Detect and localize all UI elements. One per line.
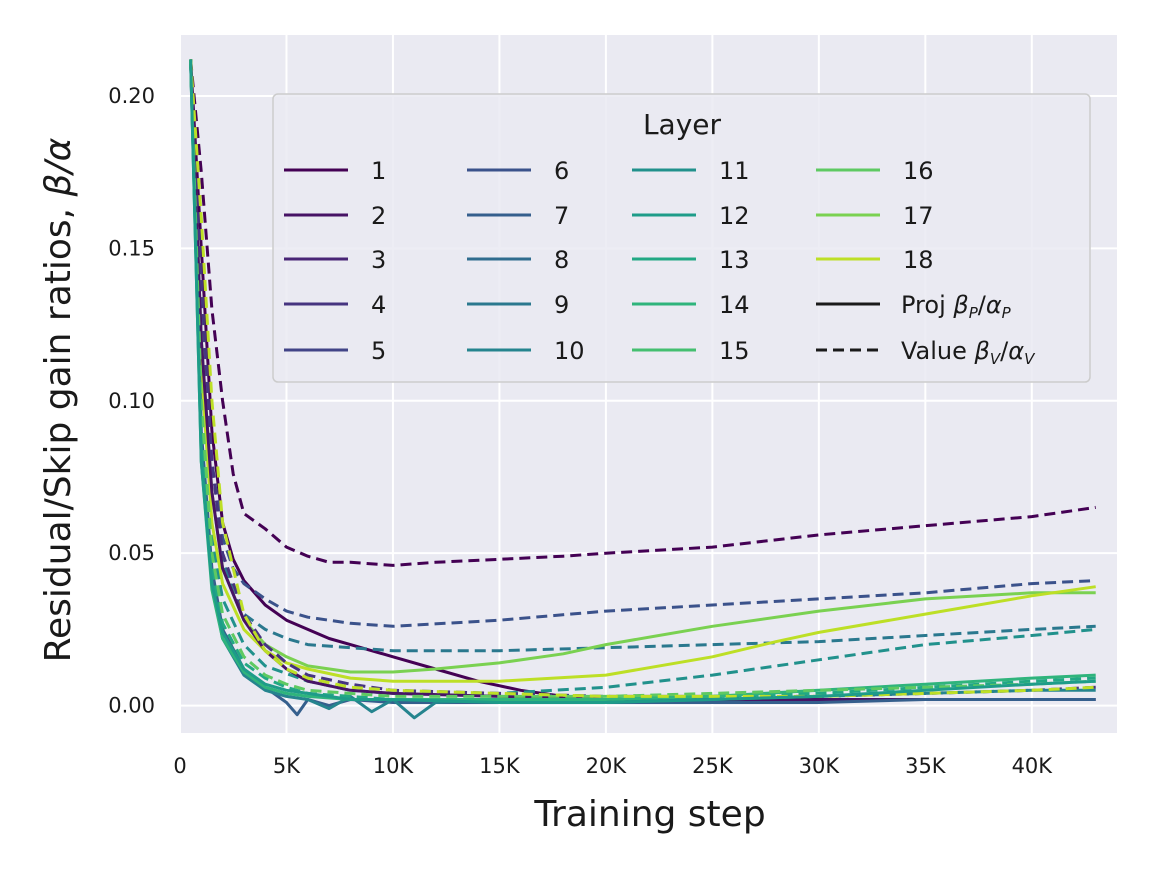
legend-title: Layer [643, 108, 722, 141]
series-line-layer-16-value [189, 59, 1096, 698]
legend-label-layer-8: 8 [554, 246, 569, 274]
y-tick-label: 0.10 [108, 389, 155, 413]
legend-label-layer-13: 13 [719, 246, 750, 274]
legend-entry-value: Value βV/αV [816, 337, 1036, 368]
y-tick-label: 0.15 [108, 236, 155, 260]
x-axis-title: Training step [533, 794, 765, 835]
series-lines [189, 59, 1096, 720]
x-tick-label: 15K [479, 754, 521, 778]
x-tick-label: 35K [905, 754, 947, 778]
legend-value-sub2: V [1024, 350, 1036, 368]
legend-value-slash: / [1000, 337, 1009, 365]
x-tick-label: 0 [173, 754, 186, 778]
legend-label-layer-18: 18 [903, 246, 934, 274]
legend-label-layer-7: 7 [554, 202, 569, 230]
series-line-layer-9-value [189, 59, 1096, 653]
legend-label-layer-1: 1 [371, 157, 386, 185]
legend-label-layer-17: 17 [903, 202, 934, 230]
x-tick-label: 20K [586, 754, 628, 778]
legend-label-layer-11: 11 [719, 157, 750, 185]
y-axis-title: Residual/Skip gain ratios, β/α [38, 137, 79, 662]
x-tick-label: 25K [692, 754, 734, 778]
legend-value-beta: β [974, 337, 990, 365]
legend-proj-slash: / [978, 291, 987, 319]
legend-proj-beta: β [952, 291, 968, 319]
legend-label-layer-4: 4 [371, 291, 386, 319]
legend-label-layer-16: 16 [903, 157, 934, 185]
series-line-layer-18-proj [189, 59, 1096, 683]
y-axis-title-math: β/α [38, 137, 79, 197]
series-line-layer-1-value [189, 59, 1096, 567]
legend-frame [272, 93, 1091, 383]
legend-value-sub1: V [990, 350, 1002, 368]
legend-value-alpha: α [1008, 337, 1024, 365]
legend-label-layer-5: 5 [371, 337, 386, 365]
y-tick-label: 0.20 [108, 84, 155, 108]
legend-entry-proj: Proj βP/αP [816, 291, 1012, 322]
x-tick-label: 40K [1012, 754, 1054, 778]
legend-label-layer-6: 6 [554, 157, 569, 185]
legend-label-layer-15: 15 [719, 337, 750, 365]
legend-label-proj: Proj βP/αP [901, 291, 1012, 322]
legend-proj-sub2: P [1002, 304, 1012, 322]
y-tick-label: 0.00 [108, 694, 155, 718]
legend-label-layer-12: 12 [719, 202, 750, 230]
y-axis: 0.00 0.05 0.10 0.15 0.20 [108, 84, 155, 718]
legend-proj-alpha: α [986, 291, 1002, 319]
legend-value-text: Value [901, 337, 975, 365]
legend-proj-sub1: P [969, 304, 979, 322]
x-tick-label: 10K [373, 754, 415, 778]
y-tick-label: 0.05 [108, 541, 155, 565]
legend-proj-text: Proj [901, 291, 953, 319]
x-tick-label: 5K [273, 754, 301, 778]
series-line-layer-2-proj [189, 59, 1096, 701]
legend-label-layer-10: 10 [554, 337, 585, 365]
y-axis-title-text: Residual/Skip gain ratios, [38, 196, 79, 662]
legend-label-layer-2: 2 [371, 202, 386, 230]
legend-label-layer-14: 14 [719, 291, 750, 319]
series-line-layer-13-value [189, 59, 1096, 701]
legend-label-layer-9: 9 [554, 291, 569, 319]
series-line-layer-12-proj [189, 59, 1096, 704]
legend-label-layer-3: 3 [371, 246, 386, 274]
x-axis: 0 5K 10K 15K 20K 25K 30K 35K 40K [173, 754, 1053, 778]
x-tick-label: 30K [799, 754, 841, 778]
legend-label-value: Value βV/αV [901, 337, 1036, 368]
